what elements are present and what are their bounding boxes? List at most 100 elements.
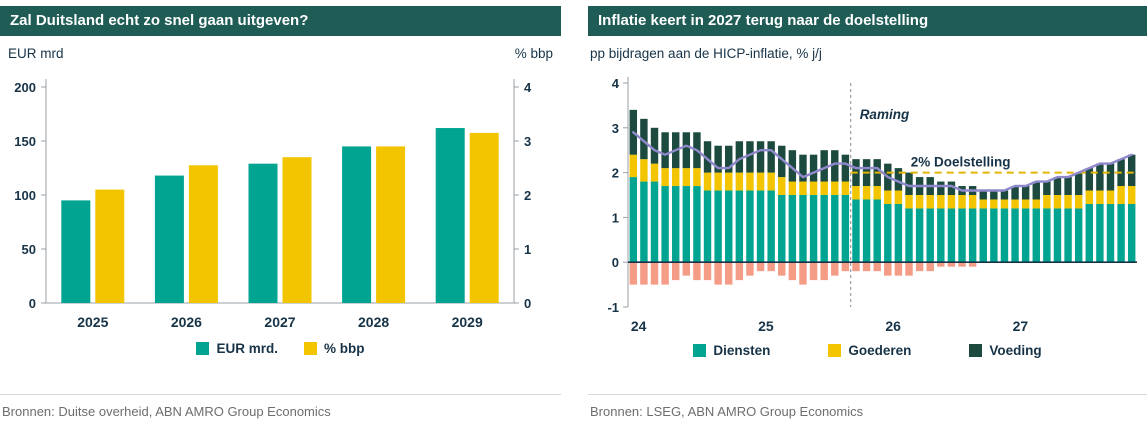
bar-eur-mrd: [435, 128, 465, 303]
bar-diensten: [915, 208, 924, 263]
bar-diensten: [852, 199, 860, 263]
bar-voeding: [831, 150, 839, 182]
right-axis-tick-label: 1: [524, 242, 531, 257]
bar-goederen: [841, 181, 850, 195]
bar-voeding: [735, 141, 744, 173]
bar-goederen: [958, 195, 966, 209]
bar-diensten: [947, 208, 956, 263]
bar-negatief: [947, 262, 956, 267]
bar-voeding: [1032, 181, 1040, 200]
bar-voeding: [746, 141, 754, 173]
legend-swatch: [304, 342, 317, 355]
y-axis-tick-label: -1: [607, 300, 619, 315]
x-axis-year-label: 2028: [358, 314, 389, 330]
bar-voeding: [1021, 186, 1030, 200]
bar-goederen: [725, 172, 733, 191]
bar-diensten: [1043, 208, 1051, 263]
bar-negatief: [831, 262, 839, 276]
bar-diensten: [1074, 208, 1083, 263]
bar-goederen: [809, 181, 818, 195]
bar-diensten: [629, 177, 638, 263]
bar-negatief: [640, 262, 648, 285]
x-axis-year-label: 2025: [77, 314, 108, 330]
bar-goederen: [1032, 199, 1040, 209]
bar-voeding: [661, 132, 669, 169]
bar-voeding: [979, 190, 987, 200]
bar-goederen: [990, 199, 998, 209]
bar-negatief: [884, 262, 892, 276]
bar-goederen: [831, 181, 839, 195]
bar-negatief: [809, 262, 818, 281]
x-axis-year-label: 26: [885, 318, 901, 334]
bar-voeding: [1127, 154, 1136, 187]
bar-eur-mrd: [154, 175, 184, 303]
bar-negatief: [767, 262, 775, 272]
y-axis-tick-label: 1: [612, 210, 619, 225]
bar-voeding: [947, 181, 956, 195]
bar-goederen: [926, 195, 934, 209]
bar-goederen: [1127, 186, 1136, 204]
bar-diensten: [725, 190, 733, 263]
bar-negatief: [894, 262, 903, 276]
bar-diensten: [1011, 208, 1019, 263]
total-inflation-line: [632, 131, 1133, 192]
left-axis-tick-label: 0: [29, 296, 36, 311]
bar-negatief: [873, 262, 881, 272]
right-chart-legend: Diensten Goederen Voeding: [588, 335, 1147, 358]
bar-goederen: [1000, 199, 1009, 209]
bar-negatief: [672, 262, 680, 281]
bar-goederen: [1021, 199, 1030, 209]
bar-eur-mrd: [342, 146, 372, 303]
bar-diensten: [799, 195, 807, 263]
bar-voeding: [1085, 168, 1093, 191]
bar-diensten: [1106, 203, 1115, 263]
bar-voeding: [682, 132, 691, 169]
bar-goederen: [862, 186, 871, 200]
right-axis-tick-label: 0: [524, 296, 531, 311]
bar-diensten: [778, 195, 786, 263]
bar-negatief: [682, 262, 691, 276]
bar-diensten: [714, 190, 722, 263]
bar-voeding: [1011, 186, 1019, 200]
divider: [0, 394, 561, 395]
bar-negatief: [937, 262, 945, 267]
legend-item-diensten: Diensten: [693, 343, 770, 358]
bar-goederen: [1064, 195, 1072, 209]
divider: [588, 394, 1147, 395]
left-axis-tick-label: 100: [14, 188, 36, 203]
y-axis-tick-label: 0: [612, 255, 619, 270]
bar-negatief: [735, 262, 744, 281]
germany-spending-bar-chart: 0 50 100 150 200 0 1 2 3 4 2025 2026 2027 2028 2029: [14, 79, 532, 330]
bar-goederen: [672, 168, 680, 187]
bar-diensten: [1085, 203, 1093, 263]
bar-pct-bbp: [95, 189, 125, 303]
bar-goederen: [937, 195, 945, 209]
bar-voeding: [841, 154, 850, 182]
bar-voeding: [1064, 177, 1072, 195]
bar-voeding: [767, 141, 775, 173]
bar-diensten: [693, 186, 701, 263]
bar-diensten: [873, 199, 881, 263]
right-axis-tick-label: 2: [524, 188, 531, 203]
left-axis-caption: EUR mrd: [8, 46, 64, 61]
bar-voeding: [703, 141, 712, 173]
bar-goederen: [820, 181, 828, 195]
bar-voeding: [778, 145, 786, 178]
right-axis-tick-label: 4: [524, 80, 532, 95]
bar-diensten: [926, 208, 934, 263]
bar-goederen: [884, 190, 892, 204]
legend-swatch: [969, 344, 983, 357]
legend-label: Goederen: [848, 343, 912, 358]
bar-negatief: [629, 262, 638, 285]
bar-eur-mrd: [248, 163, 278, 303]
legend-swatch: [693, 344, 707, 357]
bar-voeding: [756, 141, 765, 173]
bar-eur-mrd: [61, 200, 91, 303]
y-axis-tick-label: 4: [612, 76, 620, 91]
inflation-stacked-bar-chart: -1 0 1 2 3 4 Raming 2% Doelstelling 24 25 26 27: [607, 76, 1137, 334]
bar-diensten: [650, 181, 659, 263]
bar-diensten: [990, 208, 998, 263]
legend-item--bbp: % bbp: [304, 341, 365, 356]
x-axis-year-label: 2029: [452, 314, 483, 330]
